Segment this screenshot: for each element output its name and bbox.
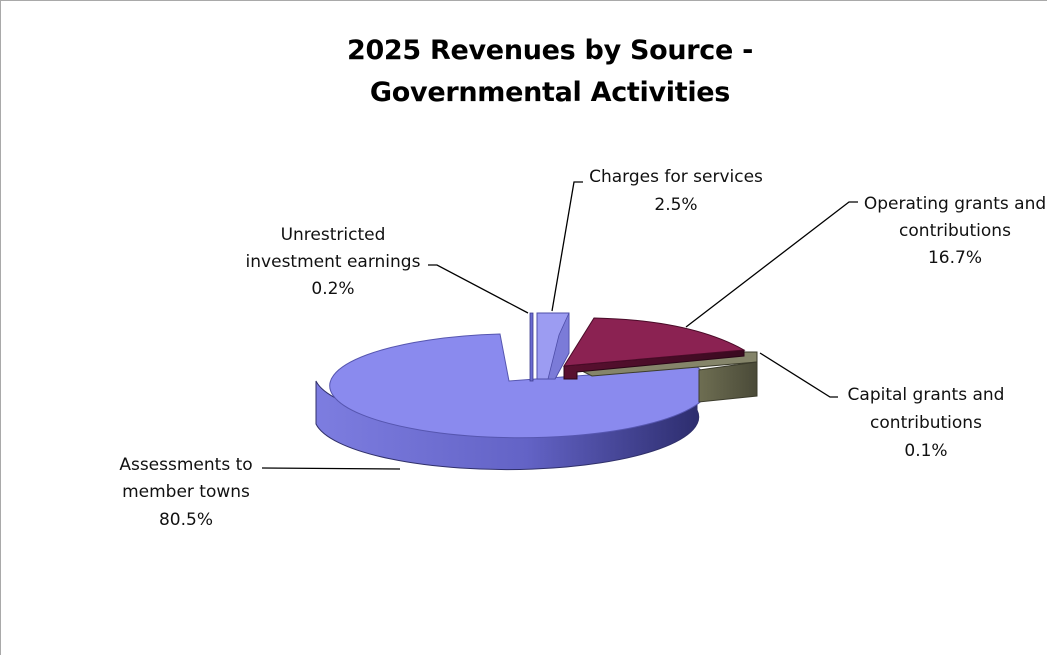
label-capital-name-2: contributions — [870, 413, 982, 433]
leader-line-assessments — [261, 467, 401, 470]
label-assessments-value: 80.5% — [159, 510, 213, 530]
slice-capital-side — [698, 361, 758, 403]
label-assessments-name-1: Assessments to — [119, 455, 252, 475]
label-assessments: Assessments to member towns 80.5% — [119, 455, 252, 530]
chart-title-line-1: 2025 Revenues by Source - — [346, 35, 754, 66]
label-capital: Capital grants and contributions 0.1% — [848, 385, 1005, 461]
label-operating: Operating grants and contributions 16.7% — [864, 194, 1046, 268]
label-charges: Charges for services 2.5% — [589, 167, 763, 215]
label-unrestricted: Unrestricted investment earnings 0.2% — [246, 225, 421, 299]
slice-charges — [536, 312, 570, 380]
slice-unrestricted-face — [529, 312, 534, 382]
leader-line-unrestricted — [428, 264, 529, 314]
label-unrestricted-name-1: Unrestricted — [281, 225, 386, 245]
leader-line-charges — [551, 181, 583, 312]
slice-operating-top — [563, 317, 746, 367]
label-assessments-name-2: member towns — [122, 482, 250, 502]
label-capital-name-1: Capital grants and — [848, 385, 1005, 405]
leader-line-operating — [685, 201, 858, 328]
label-operating-name-2: contributions — [899, 221, 1011, 241]
chart-title-line-2: Governmental Activities — [369, 77, 731, 108]
label-charges-name: Charges for services — [589, 167, 763, 187]
label-unrestricted-name-2: investment earnings — [246, 252, 421, 272]
label-capital-value: 0.1% — [904, 441, 947, 461]
slice-charges-side — [547, 312, 570, 380]
label-operating-value: 16.7% — [928, 248, 982, 268]
label-charges-value: 2.5% — [654, 195, 697, 215]
slice-assessments — [315, 333, 711, 471]
leader-line-capital — [759, 352, 838, 398]
slice-assessments-top — [329, 333, 711, 439]
label-operating-name-1: Operating grants and — [864, 194, 1046, 214]
slice-unrestricted — [529, 312, 534, 382]
slice-operating — [563, 317, 746, 380]
label-unrestricted-value: 0.2% — [311, 279, 354, 299]
chart-title: 2025 Revenues by Source - Governmental A… — [300, 30, 800, 114]
